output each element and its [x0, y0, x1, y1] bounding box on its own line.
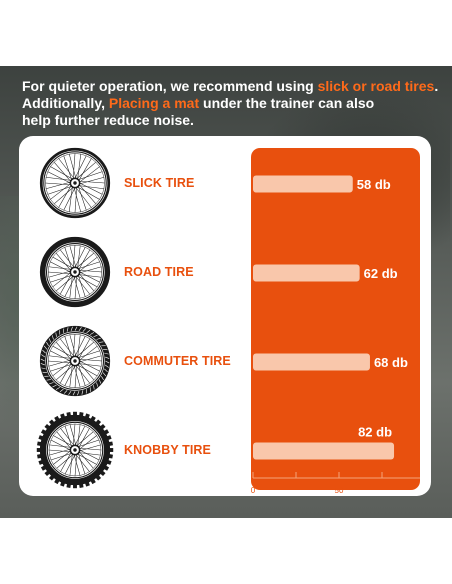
commuter-wheel-icon: [39, 325, 111, 397]
header-line-1: For quieter operation, we recommend usin…: [22, 78, 439, 94]
data-label-4: 82 db: [358, 425, 392, 440]
data-label-3: 68 db: [374, 355, 408, 370]
chart-panel: [251, 148, 420, 490]
tire-label-road: ROAD TIRE: [124, 265, 194, 279]
x-tick-label-2: 50: [335, 486, 344, 495]
data-label-1: 58 db: [357, 177, 391, 192]
x-tick-label-1: 0: [251, 486, 256, 495]
highlight-mat: Placing a mat: [108, 95, 200, 111]
tire-label-commuter: COMMUTER TIRE: [124, 354, 231, 368]
road-wheel-icon: [39, 236, 111, 308]
bar-2: [253, 264, 360, 282]
header-line-3: help further reduce noise.: [22, 112, 194, 128]
header-line-2: Additionally, Placing a mat under the tr…: [22, 95, 375, 111]
header-text: For quieter operation, we recommend usin…: [22, 78, 442, 129]
highlight-tires: slick or road tires: [317, 78, 435, 94]
tire-label-slick: SLICK TIRE: [124, 176, 195, 190]
tire-label-knobby: KNOBBY TIRE: [124, 443, 211, 457]
knobby-wheel-icon: [36, 411, 114, 489]
data-label-2: 62 db: [364, 266, 398, 281]
slick-wheel-icon: [39, 147, 111, 219]
bar-3: [253, 353, 370, 371]
bar-4: [253, 442, 395, 460]
bar-1: [253, 175, 353, 193]
